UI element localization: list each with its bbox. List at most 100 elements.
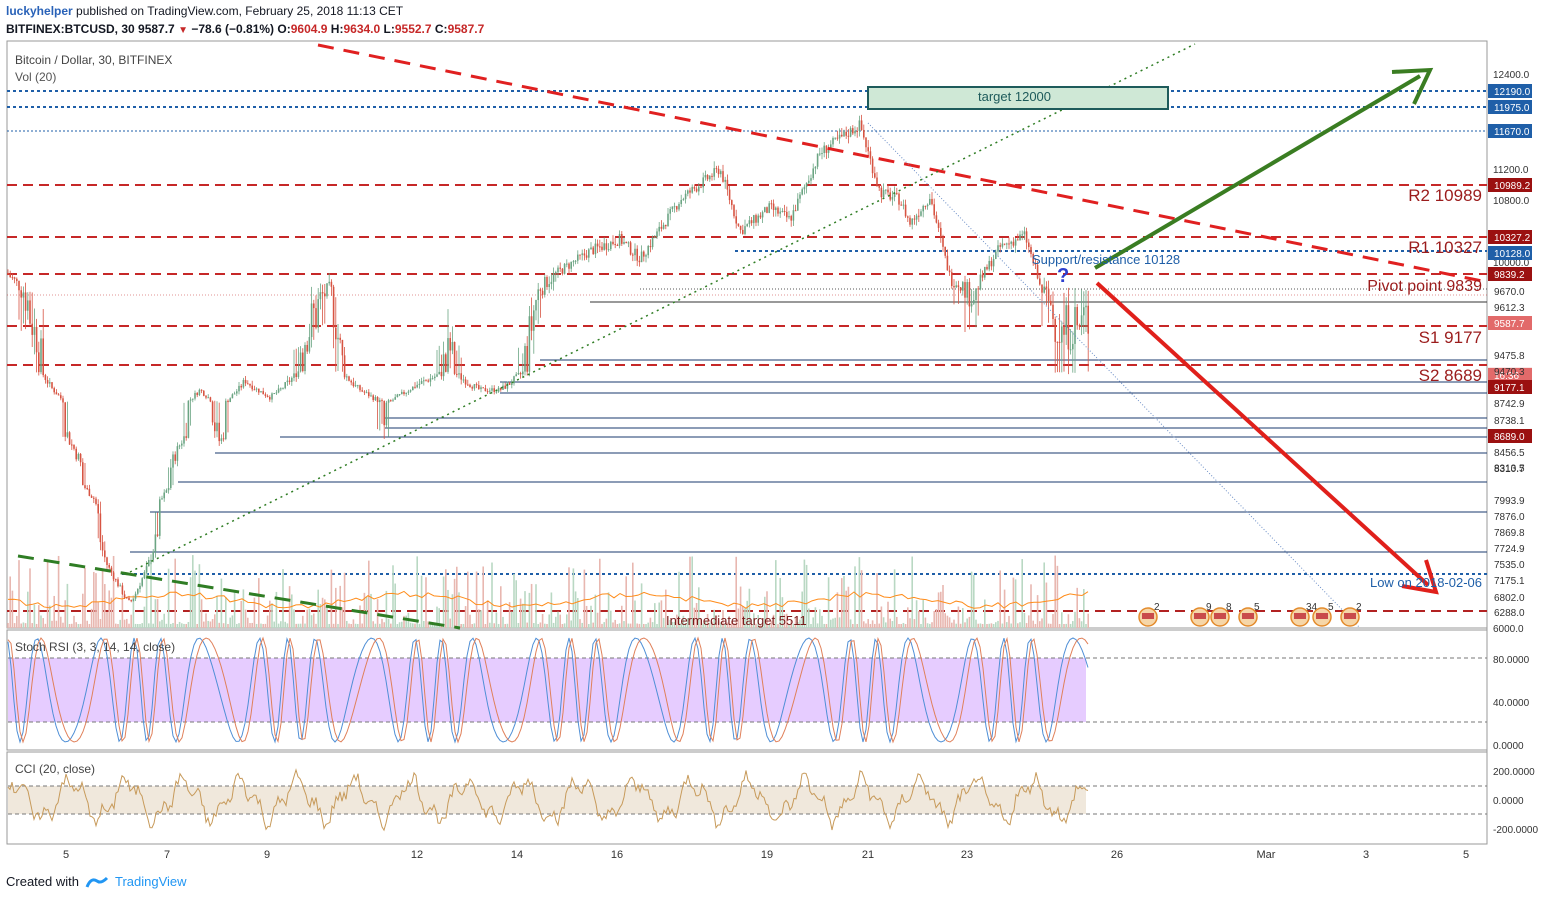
volume-bar (594, 594, 597, 628)
volume-bar (735, 556, 737, 628)
price-label: 6802.0 (1494, 593, 1525, 604)
cci-tick: 200.0000 (1493, 767, 1535, 778)
volume-bar (493, 623, 495, 628)
candle-body (152, 551, 154, 560)
candle-body (137, 589, 139, 594)
volume-bar (242, 589, 245, 628)
volume-bar (627, 623, 630, 628)
candle-body (110, 567, 113, 573)
price-label: 9470.3 (1494, 367, 1525, 378)
candle-body (449, 338, 451, 351)
volume-bar (550, 592, 553, 628)
candle-body (462, 379, 465, 381)
intermediate-label: Intermediate target 5511 (666, 613, 807, 628)
candle-body (1050, 300, 1052, 305)
volume-bar (211, 619, 214, 628)
time-axis[interactable]: 5 7 9 12 14 16 19 21 23 26 Mar 3 5 (63, 849, 1469, 861)
candle-body (264, 394, 267, 396)
candle-body (447, 338, 449, 372)
volume-bar (308, 608, 311, 628)
volume-bar (700, 618, 702, 628)
candle-body (1021, 234, 1023, 236)
candle-body (816, 153, 819, 167)
candle-body (159, 499, 161, 536)
volume-bar (88, 623, 91, 628)
volume-bar (643, 623, 645, 628)
volume-bar (218, 622, 220, 628)
volume-bar (445, 569, 447, 628)
candle-body (247, 383, 249, 385)
candle-body (242, 379, 245, 388)
candle-body (830, 144, 832, 149)
candle-body (1058, 341, 1061, 343)
candle-body (484, 388, 487, 392)
volume-bar (931, 622, 933, 628)
volume-bar (152, 623, 154, 628)
volume-bar (238, 623, 240, 628)
candle-body (797, 198, 799, 211)
candle-body (546, 277, 548, 288)
candle-body (585, 255, 588, 258)
volume-bar (97, 602, 99, 628)
volume-bar (812, 617, 814, 628)
volume-bar (141, 623, 143, 628)
candle-body (691, 186, 693, 193)
candle-body (849, 128, 852, 137)
volume-bar (379, 623, 381, 628)
volume-bar (867, 619, 869, 628)
volume-bar (176, 623, 179, 628)
candle-body (742, 229, 744, 234)
candle-body (893, 192, 896, 197)
volume-bar (548, 614, 550, 628)
volume-bar (984, 599, 986, 628)
volume-bar (1030, 584, 1032, 628)
volume-bar (185, 624, 187, 628)
price-axis[interactable]: 12400.0 11200.0 10800.0 10000.0 6000.0 12190.… (1488, 70, 1532, 635)
candle-body (84, 485, 86, 489)
volume-bar (200, 599, 203, 628)
cci-tick: -200.0000 (1493, 825, 1538, 836)
author-link[interactable]: luckyhelper (6, 4, 73, 18)
volume-bar (293, 609, 295, 628)
volume-bar (328, 623, 330, 628)
candle-body (995, 251, 997, 260)
volume-bar (528, 592, 531, 628)
candle-body (275, 392, 278, 394)
target-box[interactable] (867, 86, 1169, 110)
candle-body (964, 282, 966, 298)
volume-bar (284, 621, 286, 628)
volume-bar (786, 613, 788, 628)
candle-body (1052, 304, 1054, 319)
candle-body (658, 226, 660, 232)
volume-bar (409, 622, 412, 628)
tradingview-logo-icon[interactable] (85, 875, 109, 889)
volume-bar (420, 575, 423, 628)
volume-bar (827, 577, 830, 628)
volume-bar (746, 600, 748, 628)
volume-bar (310, 615, 313, 628)
volume-bar (423, 620, 425, 628)
candle-body (150, 559, 152, 561)
candle-body (130, 600, 132, 602)
volume-bar (574, 591, 577, 628)
c-label: C: (434, 22, 448, 36)
candle-body (425, 380, 427, 382)
candle-body (733, 205, 735, 217)
candle-body (645, 255, 647, 257)
candle-body (29, 300, 31, 324)
candle-body (319, 292, 322, 300)
candle-body (583, 253, 586, 256)
candle-body (436, 374, 438, 377)
volume-bar (458, 592, 460, 628)
tradingview-brand-link[interactable]: TradingView (114, 874, 187, 889)
candle-body (497, 387, 500, 392)
candle-body (896, 192, 898, 194)
candle-body (596, 243, 599, 247)
candle-body (753, 215, 755, 224)
candle-body (1001, 243, 1004, 247)
candle-body (524, 345, 526, 372)
candle-body (632, 254, 634, 256)
candle-body (95, 498, 97, 505)
volume-bar (555, 616, 557, 628)
